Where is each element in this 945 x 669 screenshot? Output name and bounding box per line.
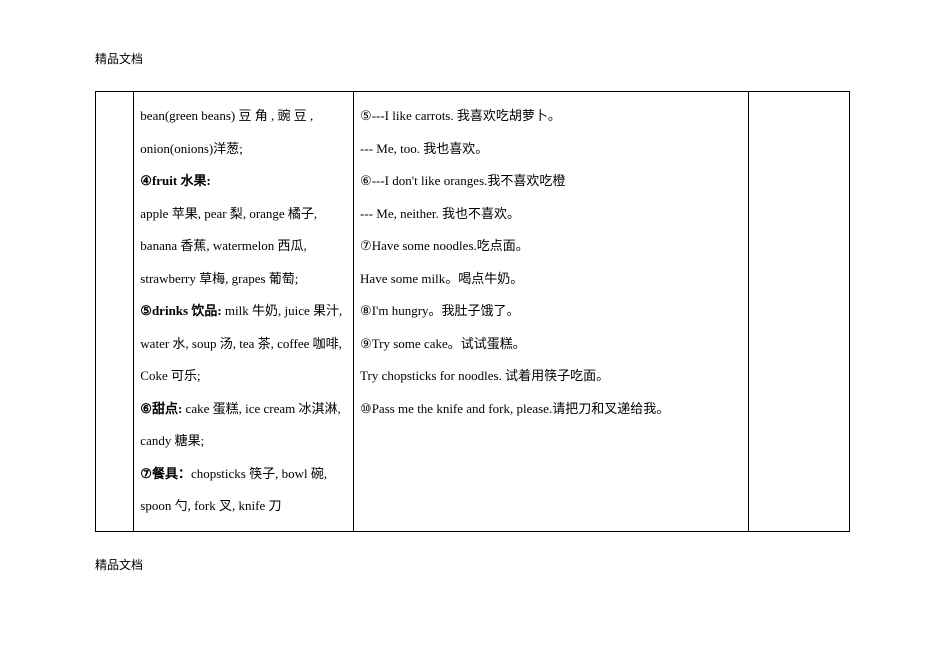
content-table: bean(green beans) 豆 角 , 豌 豆 , onion(onio…	[95, 91, 850, 532]
tableware-heading: 餐具：	[152, 466, 191, 481]
sentence-8: I'm hungry。我肚子饿了。	[372, 303, 520, 318]
sentence-5-line2: --- Me, too. 我也喜欢。	[360, 141, 488, 156]
circled-s9-icon: ⑨	[360, 328, 372, 361]
doc-footer: 精品文档	[95, 556, 850, 573]
dessert-heading: 甜点:	[152, 401, 186, 416]
circled-4-icon: ④	[140, 165, 152, 198]
sentence-10: Pass me the knife and fork, please.请把刀和叉…	[372, 401, 670, 416]
sentence-6-line2: --- Me, neither. 我也不喜欢。	[360, 206, 520, 221]
sentence-6-line1: ---I don't like oranges.我不喜欢吃橙	[372, 173, 566, 188]
table-cell-vocab: bean(green beans) 豆 角 , 豌 豆 , onion(onio…	[134, 92, 354, 532]
table-row: bean(green beans) 豆 角 , 豌 豆 , onion(onio…	[96, 92, 850, 532]
circled-s8-icon: ⑧	[360, 295, 372, 328]
circled-6-icon: ⑥	[140, 393, 152, 426]
drinks-heading: drinks 饮品:	[152, 303, 222, 318]
table-cell-sentences: ⑤---I like carrots. 我喜欢吃胡萝卜。 --- Me, too…	[354, 92, 749, 532]
sentence-7-line1: Have some noodles.吃点面。	[372, 238, 529, 253]
doc-header: 精品文档	[95, 50, 850, 67]
circled-s10-icon: ⑩	[360, 393, 372, 426]
circled-s7-icon: ⑦	[360, 230, 372, 263]
table-cell-empty-right	[749, 92, 850, 532]
table-cell-empty-left	[96, 92, 134, 532]
sentence-5-line1: ---I like carrots. 我喜欢吃胡萝卜。	[372, 108, 561, 123]
fruit-heading: fruit 水果:	[152, 173, 211, 188]
circled-s6-icon: ⑥	[360, 165, 372, 198]
vocab-line-beans: bean(green beans) 豆 角 , 豌 豆 , onion(onio…	[140, 108, 313, 156]
sentence-7-line2: Have some milk。喝点牛奶。	[360, 271, 523, 286]
fruit-body: apple 苹果, pear 梨, orange 橘子, banana 香蕉, …	[140, 206, 317, 286]
sentence-9-line2: Try chopsticks for noodles. 试着用筷子吃面。	[360, 368, 609, 383]
circled-7-icon: ⑦	[140, 458, 152, 491]
circled-s5-icon: ⑤	[360, 100, 372, 133]
circled-5-icon: ⑤	[140, 295, 152, 328]
sentence-9-line1: Try some cake。试试蛋糕。	[372, 336, 526, 351]
